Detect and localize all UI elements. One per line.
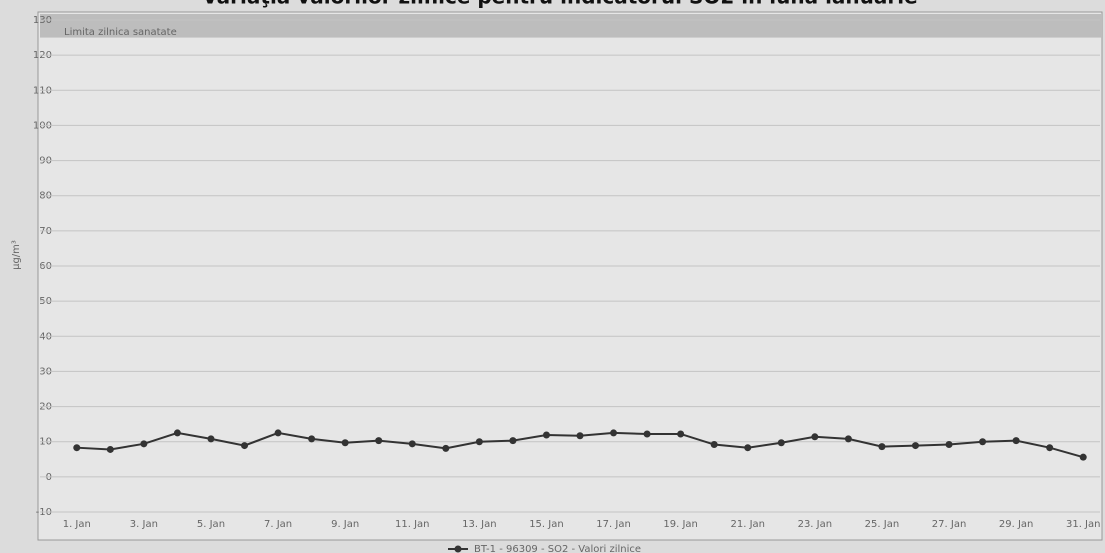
x-tick-label: 17. Jan: [596, 519, 631, 530]
legend-marker: [454, 545, 462, 553]
x-tick-label: 9. Jan: [331, 519, 359, 530]
data-point: [542, 431, 550, 439]
x-tick-label: 29. Jan: [999, 519, 1034, 530]
legend-label: BT-1 - 96309 - SO2 - Valori zilnice: [474, 544, 641, 553]
data-point: [643, 430, 651, 438]
x-tick-label: 11. Jan: [395, 519, 430, 530]
data-point: [811, 433, 819, 441]
data-point: [576, 432, 584, 440]
data-point: [173, 429, 181, 437]
data-point: [408, 440, 416, 448]
plot-band-label: Limita zilnica sanatate: [64, 27, 177, 38]
data-point: [979, 438, 987, 446]
data-point: [207, 435, 215, 443]
data-point: [475, 438, 483, 446]
x-tick-label: 5. Jan: [197, 519, 225, 530]
data-point: [777, 439, 785, 447]
data-point: [945, 441, 953, 449]
y-axis-label: µg/m³: [11, 240, 22, 270]
x-tick-label: 21. Jan: [730, 519, 765, 530]
data-point: [878, 443, 886, 451]
x-tick-label: 25. Jan: [865, 519, 900, 530]
data-point: [106, 445, 114, 453]
x-tick-label: 13. Jan: [462, 519, 497, 530]
data-point: [509, 437, 517, 445]
data-point: [677, 430, 685, 438]
data-point: [710, 441, 718, 449]
x-tick-label: 31. Jan: [1066, 519, 1101, 530]
data-point: [1012, 437, 1020, 445]
data-point: [610, 429, 618, 437]
x-tick-label: 19. Jan: [663, 519, 698, 530]
x-tick-label: 3. Jan: [130, 519, 158, 530]
data-point: [844, 435, 852, 443]
data-point: [1046, 444, 1054, 452]
data-point: [375, 437, 383, 445]
data-point: [911, 442, 919, 450]
data-point: [140, 440, 148, 448]
x-tick-label: 1. Jan: [63, 519, 91, 530]
data-point: [442, 444, 450, 452]
data-point: [73, 444, 81, 452]
x-tick-label: 7. Jan: [264, 519, 292, 530]
plot-area: [37, 11, 1103, 541]
data-point: [274, 429, 282, 437]
x-tick-label: 23. Jan: [798, 519, 833, 530]
x-tick-label: 27. Jan: [932, 519, 967, 530]
data-point: [1079, 453, 1087, 461]
x-tick-label: 15. Jan: [529, 519, 564, 530]
data-point: [744, 444, 752, 452]
data-point: [241, 442, 249, 450]
plot-band: [40, 14, 1102, 38]
data-point: [308, 435, 316, 443]
data-point: [341, 439, 349, 447]
chart-title: Variaţia valorilor zilnice pentru indica…: [202, 0, 917, 9]
